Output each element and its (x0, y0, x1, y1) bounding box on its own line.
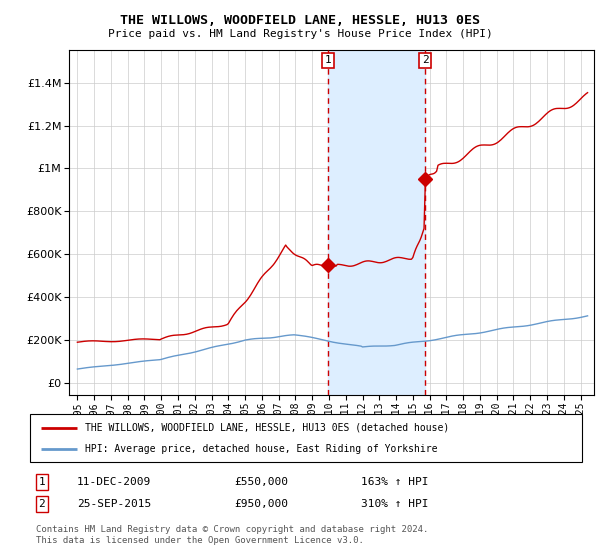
Text: 2: 2 (422, 55, 428, 66)
Text: £950,000: £950,000 (234, 499, 288, 509)
Text: 2: 2 (38, 499, 45, 509)
Text: 310% ↑ HPI: 310% ↑ HPI (361, 499, 428, 509)
Text: THE WILLOWS, WOODFIELD LANE, HESSLE, HU13 0ES (detached house): THE WILLOWS, WOODFIELD LANE, HESSLE, HU1… (85, 423, 449, 433)
Text: 1: 1 (38, 477, 45, 487)
Text: Contains HM Land Registry data © Crown copyright and database right 2024.
This d: Contains HM Land Registry data © Crown c… (35, 525, 428, 545)
Text: 11-DEC-2009: 11-DEC-2009 (77, 477, 151, 487)
Text: 163% ↑ HPI: 163% ↑ HPI (361, 477, 428, 487)
Text: THE WILLOWS, WOODFIELD LANE, HESSLE, HU13 0ES: THE WILLOWS, WOODFIELD LANE, HESSLE, HU1… (120, 14, 480, 27)
Bar (328, 50, 425, 395)
Text: 25-SEP-2015: 25-SEP-2015 (77, 499, 151, 509)
Text: £550,000: £550,000 (234, 477, 288, 487)
Text: 1: 1 (325, 55, 332, 66)
Text: HPI: Average price, detached house, East Riding of Yorkshire: HPI: Average price, detached house, East… (85, 444, 438, 454)
Text: Price paid vs. HM Land Registry's House Price Index (HPI): Price paid vs. HM Land Registry's House … (107, 29, 493, 39)
